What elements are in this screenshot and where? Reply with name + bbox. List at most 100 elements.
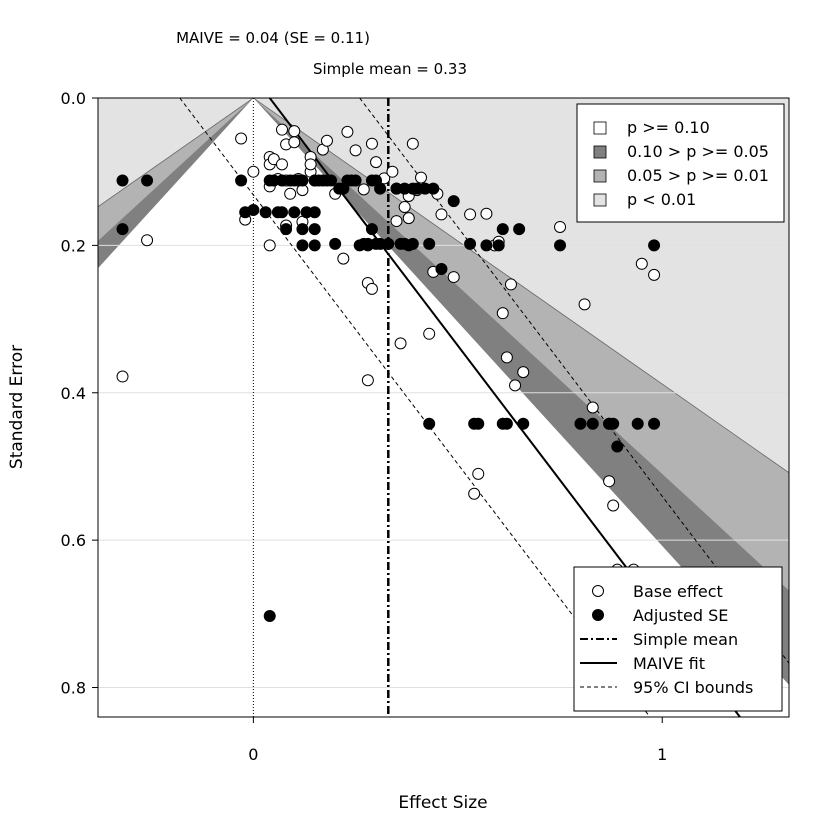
adjusted-se-point-20 [296,239,309,252]
base-effect-point-51 [435,208,448,221]
plot-frame [97,97,790,718]
adjusted-se-point-61 [447,195,460,208]
base-effect-point-36 [370,156,383,169]
legend-label-maive-fit: MAIVE fit [633,654,705,673]
y-tick-label-2: 0.4 [61,384,86,403]
significance-legend: p >= 0.10 0.10 > p >= 0.05 0.05 > p >= 0… [576,103,785,223]
adjusted-se-point-6 [259,206,272,219]
adjusted-se-point-81 [648,417,661,430]
base-effect-point-40 [390,215,403,228]
legend-swatch-p-lt-001 [593,193,607,207]
base-effect-point-34 [365,282,378,295]
adjusted-se-point-70 [513,223,526,236]
adjusted-se-point-66 [492,239,505,252]
legend-swatch-p-ge-010 [593,121,607,135]
adjusted-se-point-45 [374,182,387,195]
x-tick-label-1: 1 [657,745,667,764]
base-effect-point-26 [320,134,333,147]
adjusted-se-point-67 [496,223,509,236]
base-effect-point-47 [415,171,428,184]
base-effect-point-66 [586,401,599,414]
adjusted-se-point-23 [308,206,321,219]
adjusted-se-point-53 [406,237,419,250]
base-effect-point-24 [304,158,317,171]
region-p-ge-010 [98,98,789,717]
legend-label-p-lt-001: p < 0.01 [627,190,696,209]
base-effect-point-62 [509,379,522,392]
adjusted-se-point-25 [308,239,321,252]
base-effect-point-60 [500,351,513,364]
adjusted-se-point-71 [517,417,530,430]
base-effect-point-1 [141,234,154,247]
base-effect-point-72 [648,268,661,281]
adjusted-se-point-18 [296,174,309,187]
legend-label-p-010-005: 0.10 > p >= 0.05 [627,142,769,161]
legend-label-p-005-001: 0.05 > p >= 0.01 [627,166,769,185]
adjusted-se-point-78 [611,440,624,453]
significance-legend-box [576,103,785,223]
adjusted-se-point-31 [329,237,342,250]
adjusted-se-point-36 [349,174,362,187]
adjusted-se-point-12 [275,206,288,219]
adjusted-se-point-74 [586,417,599,430]
base-effect-point-55 [472,467,485,480]
base-effect-point-11 [275,123,288,136]
y-tick-label-0: 0.0 [61,89,86,108]
adjusted-se-point-65 [480,239,493,252]
base-effect-point-18 [288,125,301,138]
x-tick-label-0: 0 [248,745,258,764]
base-effect-point-4 [247,165,260,178]
base-effect-point-56 [480,207,493,220]
adjusted-se-point-77 [607,417,620,430]
axes: 0.0 0.2 0.4 0.6 0.8 0 1 [61,89,668,764]
adjusted-se-point-80 [648,239,661,252]
base-effect-point-48 [423,327,436,340]
adjusted-se-point-5 [247,204,260,217]
base-effect-point-41 [394,337,407,350]
base-effect-point-53 [464,208,477,221]
base-effect-point-28 [337,252,350,265]
adjusted-se-point-3 [235,174,248,187]
adjusted-se-point-57 [423,237,436,250]
base-effect-point-2 [235,132,248,145]
adjusted-se-point-64 [472,417,485,430]
y-tick-label-4: 0.8 [61,679,86,698]
y-axis-label: Standard Error [7,345,27,469]
adjusted-se-point-59 [427,182,440,195]
series-legend: Base effect Adjusted SE Simple mean MAIV… [573,566,783,712]
base-effect-point-12 [275,158,288,171]
adjusted-se-point-42 [365,223,378,236]
legend-label-simple-mean: Simple mean [633,630,738,649]
ci-lower-bound-line [179,98,651,717]
y-tick-label-1: 0.2 [61,236,86,255]
adjusted-se-point-79 [631,417,644,430]
adjusted-se-point-24 [308,223,321,236]
base-effect-point-61 [504,278,517,291]
base-effect-point-0 [116,370,129,383]
base-effect-point-64 [554,220,567,233]
adjusted-se-point-58 [423,417,436,430]
adjusted-se-point-2 [141,174,154,187]
adjusted-se-point-73 [574,417,587,430]
adjusted-se-point-0 [116,174,129,187]
legend-swatch-p-010-005 [593,145,607,159]
base-effect-point-65 [578,298,591,311]
legend-label-ci-bounds: 95% CI bounds [633,678,753,697]
adjusted-se-point-13 [280,223,293,236]
base-effect-point-63 [517,366,530,379]
legend-label-p-ge-010: p >= 0.10 [627,118,710,137]
adjusted-se-point-1 [116,223,129,236]
maive-annotation: MAIVE = 0.04 (SE = 0.11) [176,29,370,47]
x-axis-label: Effect Size [398,793,487,813]
adjusted-se-point-72 [554,239,567,252]
adjusted-se-point-16 [288,206,301,219]
adjusted-se-point-19 [296,223,309,236]
base-effect-point-42 [398,201,411,214]
base-effect-point-30 [349,144,362,157]
base-effect-point-38 [386,165,399,178]
legend-swatch-p-005-001 [593,169,607,183]
base-effect-point-71 [635,257,648,270]
base-effect-point-54 [468,487,481,500]
adjusted-se-point-69 [500,417,513,430]
